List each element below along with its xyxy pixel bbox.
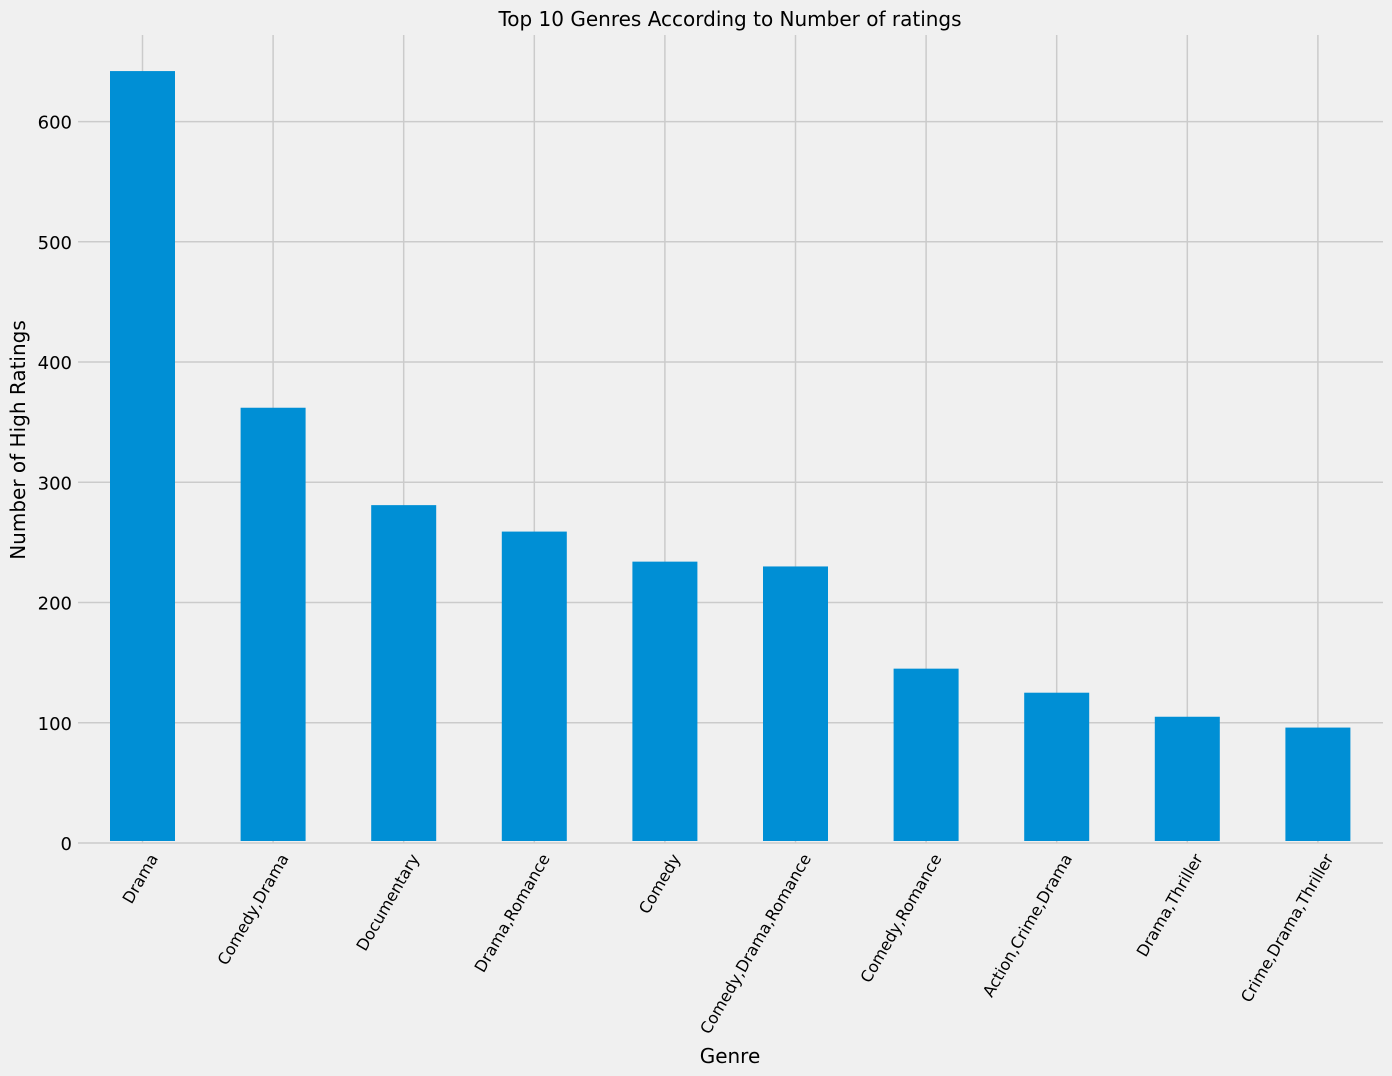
x-tick-labels: Drama Comedy,Drama Documentary Drama,Romanc… [118, 850, 1337, 1037]
y-axis-label: Number of High Ratings [6, 320, 30, 560]
bar-drama-romance [501, 531, 567, 841]
y-tick-label: 0 [61, 834, 72, 855]
y-tick-label: 100 [38, 714, 72, 735]
bar-documentary [371, 505, 437, 841]
x-tick-label: Drama,Thriller [1133, 850, 1207, 960]
bar-action-crime-drama [1024, 692, 1090, 841]
y-tick-label: 600 [38, 113, 72, 134]
bar-layer [110, 71, 1351, 842]
x-tick-label: Drama,Romance [471, 851, 554, 976]
x-tick-label: Action,Crime,Drama [979, 851, 1076, 1001]
x-axis-label: Genre [700, 1044, 761, 1068]
bar-comedy [632, 561, 698, 841]
x-tick-label: Documentary [352, 851, 423, 955]
y-tick-label: 400 [38, 353, 72, 374]
bar-drama-thriller [1154, 716, 1220, 841]
x-tick-label: Drama [118, 851, 162, 907]
x-tick-label: Crime,Drama,Thriller [1237, 850, 1338, 1005]
x-tick-label: Comedy,Drama,Romance [696, 851, 815, 1038]
x-tick-label: Comedy,Romance [856, 851, 945, 986]
bar-comedy-romance [893, 668, 959, 841]
y-tick-label: 300 [38, 473, 72, 494]
chart-title: Top 10 Genres According to Number of rat… [497, 7, 961, 31]
bar-crime-drama-thriller [1285, 727, 1351, 841]
y-tick-label: 500 [38, 233, 72, 254]
y-tick-labels: 0 100 200 300 400 500 600 [38, 113, 72, 855]
x-tick-label: Comedy,Drama [214, 851, 293, 969]
x-tick-label: Comedy [635, 851, 684, 918]
bar-comedy-drama [240, 407, 306, 841]
bar-comedy-drama-romance [763, 566, 828, 841]
bar-drama [110, 71, 175, 842]
y-tick-label: 200 [38, 594, 72, 615]
